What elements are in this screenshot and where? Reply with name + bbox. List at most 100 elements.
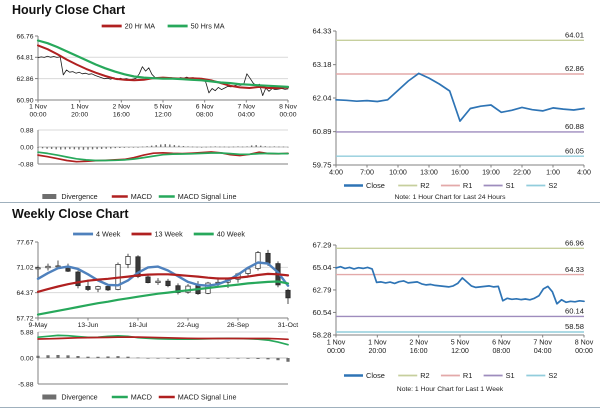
divergence-bar [205,146,207,148]
r2-value-label: 64.01 [565,31,584,40]
divergence-bar [141,146,144,148]
x-tick-label: 13-Jun [78,322,99,329]
x-tick-label: 6 Nov [196,104,214,111]
divergence-bar [91,147,94,150]
y-tick-label: 57.72 [16,315,33,322]
x-tick-label: 19:00 [482,169,500,177]
x-tick-label: 16:00 [113,112,130,119]
r1-value-label: 62.86 [565,64,584,73]
divergence-bar [246,358,250,359]
divergence-bar [50,147,53,149]
divergence-bar [146,146,148,147]
legend-label-s1: S1 [506,371,515,380]
candle-body [265,252,271,264]
divergence-bar [60,147,62,150]
divergence-bar [64,147,66,150]
divergence-bar [219,146,221,148]
x-tick-label: 08:00 [196,112,213,119]
x-tick-label: 12:00 [451,347,469,355]
x-tick-label: 4:00 [577,169,591,177]
4-week-line [36,261,290,287]
divergence-bar [255,145,257,147]
divergence-bar [169,144,171,147]
close-line [335,72,585,122]
divergence-bar [269,146,271,148]
divergence-bar [178,145,180,147]
y-tick-label: 67.29 [312,240,331,249]
candle-body [135,256,141,277]
x-tick-label: 8 Nov [279,104,297,111]
x-tick-label: 08:00 [492,347,510,355]
divergence-bar [37,147,39,148]
candle-body [155,280,161,283]
x-tick-label: 00:00 [279,112,296,119]
legend-label-divergence: Divergence [61,393,97,402]
20-hr-ma-line [37,44,289,89]
divergence-bar [191,146,194,148]
legend-label-macd-signal-line: MACD Signal Line [178,192,237,201]
divergence-bar [78,147,80,150]
section-divider-top [0,202,600,203]
divergence-bar [196,358,200,359]
legend-label-r2: R2 [420,181,429,190]
divergence-bar [196,146,198,148]
legend-label-close: Close [366,371,385,380]
x-tick-label: 04:00 [534,347,552,355]
x-tick-label: 16:00 [410,347,428,355]
divergence-bar [123,147,126,148]
candle-body [285,289,291,299]
x-tick-label: 10:00 [389,169,407,177]
divergence-bar [82,147,85,150]
divergence-bar [264,146,266,147]
candle-body [105,286,111,291]
divergence-bar [86,356,90,358]
macd-y-tick-label: 0.00 [20,144,33,151]
legend-label-macd: MACD [131,393,152,402]
divergence-bar [200,147,203,148]
divergence-bar [46,147,48,149]
candle-body [165,280,171,287]
s1-value-label: 60.88 [565,122,584,131]
x-tick-label: 7:00 [360,169,374,177]
y-tick-label: 62.79 [312,285,331,294]
macd-signal-line [37,151,289,162]
legend-label-s1: S1 [506,181,515,190]
divergence-bar [36,355,40,358]
legend-label-50-hrs-ma: 50 Hrs MA [191,22,225,31]
x-tick-label: 1 Nov [327,339,346,347]
divergence-bar [110,147,112,149]
candle-body [145,276,151,283]
divergence-bar [287,146,289,148]
y-tick-label: 63.18 [312,60,331,69]
legend-label-close: Close [366,181,385,190]
x-tick-label: 13:00 [420,169,438,177]
divergence-bar [46,355,50,358]
x-tick-label: 31-Oct [278,322,299,329]
legend-label-macd: MACD [131,192,152,201]
divergence-bar [273,146,276,148]
macd-y-tick-label: 5.88 [20,329,33,336]
y-tick-label: 59.75 [312,160,331,169]
legend-label-13-week: 13 Week [155,230,184,239]
x-tick-label: 00:00 [29,112,46,119]
x-tick-label: 18-Jul [129,322,148,329]
legend-label-4-week: 4 Week [96,230,121,239]
x-tick-label: 22:00 [513,169,531,177]
divergence-bar [156,358,160,359]
close-line [37,55,289,96]
divergence-bar [66,355,70,358]
x-tick-label: 1:00 [546,169,560,177]
divergence-bar [286,358,290,362]
x-tick-label: 00:00 [327,347,345,355]
y-tick-label: 60.90 [16,97,33,104]
hourly-sr-note: Note: 1 Hour Chart for Last 24 Hours [394,193,506,201]
y-tick-label: 62.86 [16,76,33,83]
divergence-bar [282,146,285,148]
divergence-bar [236,358,240,359]
y-tick-label: 64.37 [16,290,33,297]
r2-value-label: 66.96 [565,238,584,247]
divergence-bar [41,147,44,149]
divergence-bar [105,147,107,149]
